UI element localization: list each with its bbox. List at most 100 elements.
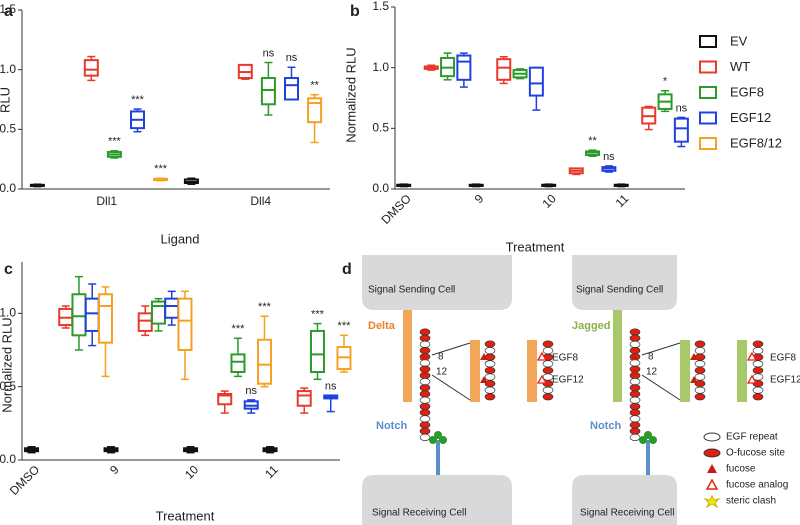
- box: [307, 97, 323, 124]
- egf-repeat: [629, 378, 641, 386]
- key-icon: [705, 478, 719, 490]
- x-tick-label: 9: [107, 462, 122, 477]
- inset-ligand: [527, 340, 537, 402]
- egf-repeat: [629, 409, 641, 417]
- significance: ***: [338, 320, 352, 332]
- egf-repeat: [419, 396, 431, 404]
- y-tick-label: 0.0: [0, 452, 16, 466]
- egf-repeat: [629, 384, 641, 392]
- key-label: EGF repeat: [726, 432, 778, 443]
- box: [456, 54, 472, 81]
- legend-label: EGF12: [730, 110, 771, 125]
- x-axis-title: Ligand: [160, 231, 199, 246]
- fucose: [420, 353, 428, 360]
- legend-swatch: [699, 60, 717, 74]
- panel-label: c: [4, 261, 13, 278]
- box: [309, 329, 325, 373]
- box: [83, 59, 99, 77]
- significance: ns: [245, 385, 257, 397]
- egf-repeat: [629, 347, 641, 355]
- egf-repeat: [694, 393, 706, 401]
- x-tick-label: DMSO: [379, 191, 414, 226]
- receptor-label: Notch: [590, 420, 621, 432]
- egf-repeat: [752, 386, 764, 394]
- key-icon: [703, 448, 721, 458]
- panel-label: b: [350, 3, 360, 20]
- y-axis-title: RLU: [0, 87, 12, 113]
- box: [528, 66, 544, 97]
- egf-repeat: [419, 347, 431, 355]
- x-axis-title: Treatment: [156, 508, 215, 523]
- egf-repeat: [629, 402, 641, 410]
- key-icon: [703, 494, 721, 509]
- significance: ***: [232, 323, 246, 335]
- y-tick-label: 1.5: [0, 2, 16, 16]
- box: [97, 293, 113, 344]
- x-tick-label: Dll1: [96, 194, 117, 208]
- egf-repeat: [542, 340, 554, 348]
- receptor-label: Notch: [376, 420, 407, 432]
- receiving-cell: [362, 475, 512, 525]
- egf-repeat: [419, 378, 431, 386]
- cell-label: Signal Receiving Cell: [580, 508, 675, 519]
- egf-repeat: [752, 347, 764, 355]
- ligand: [613, 310, 622, 402]
- inset-ligand: [470, 340, 480, 402]
- key-label: steric clash: [726, 496, 776, 507]
- y-tick-label: 0.0: [0, 181, 16, 195]
- x-tick-label: 10: [182, 462, 202, 482]
- significance: ns: [603, 151, 615, 163]
- egf-repeat: [419, 390, 431, 398]
- fucose-analog: [536, 374, 548, 384]
- egf-repeat: [542, 393, 554, 401]
- x-tick-label: 11: [613, 191, 632, 210]
- key-label: O-fucose site: [726, 448, 785, 459]
- y-tick-label: 1.0: [372, 60, 389, 74]
- ligand-label: Jagged: [572, 320, 611, 332]
- significance: ***: [131, 94, 145, 106]
- egf-repeat: [542, 347, 554, 355]
- y-axis-title: Normalized RLU: [343, 47, 358, 142]
- anchor: [439, 436, 447, 444]
- egf-repeat: [752, 360, 764, 368]
- box: [150, 300, 166, 325]
- anchor: [639, 436, 647, 444]
- fucose: [630, 353, 638, 360]
- site-label: 8: [648, 352, 654, 363]
- box: [177, 297, 193, 351]
- sending-cell: [362, 255, 512, 310]
- ligand: [403, 310, 412, 402]
- egf-repeat: [419, 402, 431, 410]
- egf-repeat: [752, 393, 764, 401]
- key-label: fucose: [726, 464, 756, 475]
- legend-swatch: [699, 86, 717, 99]
- y-tick-label: 0.5: [372, 121, 389, 135]
- egf-repeat: [629, 421, 641, 429]
- anchor: [644, 431, 652, 439]
- receiving-cell: [572, 475, 677, 525]
- fucose-analog: [746, 374, 758, 384]
- egf-repeat: [629, 390, 641, 398]
- egf-repeat: [629, 433, 641, 441]
- diagram: d Signal Sending Cell Signal Receiving C…: [342, 255, 800, 525]
- egf-repeat: [629, 328, 641, 336]
- legend-swatch: [699, 111, 717, 125]
- box: [260, 77, 276, 106]
- y-tick-label: 1.0: [0, 62, 16, 76]
- cell-label: Signal Sending Cell: [368, 285, 455, 296]
- legend-label: EV: [730, 33, 748, 48]
- anchor: [429, 436, 437, 444]
- x-tick-label: 10: [540, 191, 560, 211]
- egf-repeat: [629, 415, 641, 423]
- fucose: [690, 353, 698, 360]
- cell-label: Signal Receiving Cell: [372, 508, 467, 519]
- significance: **: [588, 135, 597, 147]
- egf-repeat: [484, 386, 496, 394]
- inset-label: EGF8: [770, 353, 797, 364]
- ligand-label: Delta: [368, 320, 396, 332]
- inset-label: EGF12: [552, 375, 584, 386]
- fucose: [480, 376, 488, 383]
- fucose: [420, 368, 428, 375]
- egf-repeat: [484, 373, 496, 381]
